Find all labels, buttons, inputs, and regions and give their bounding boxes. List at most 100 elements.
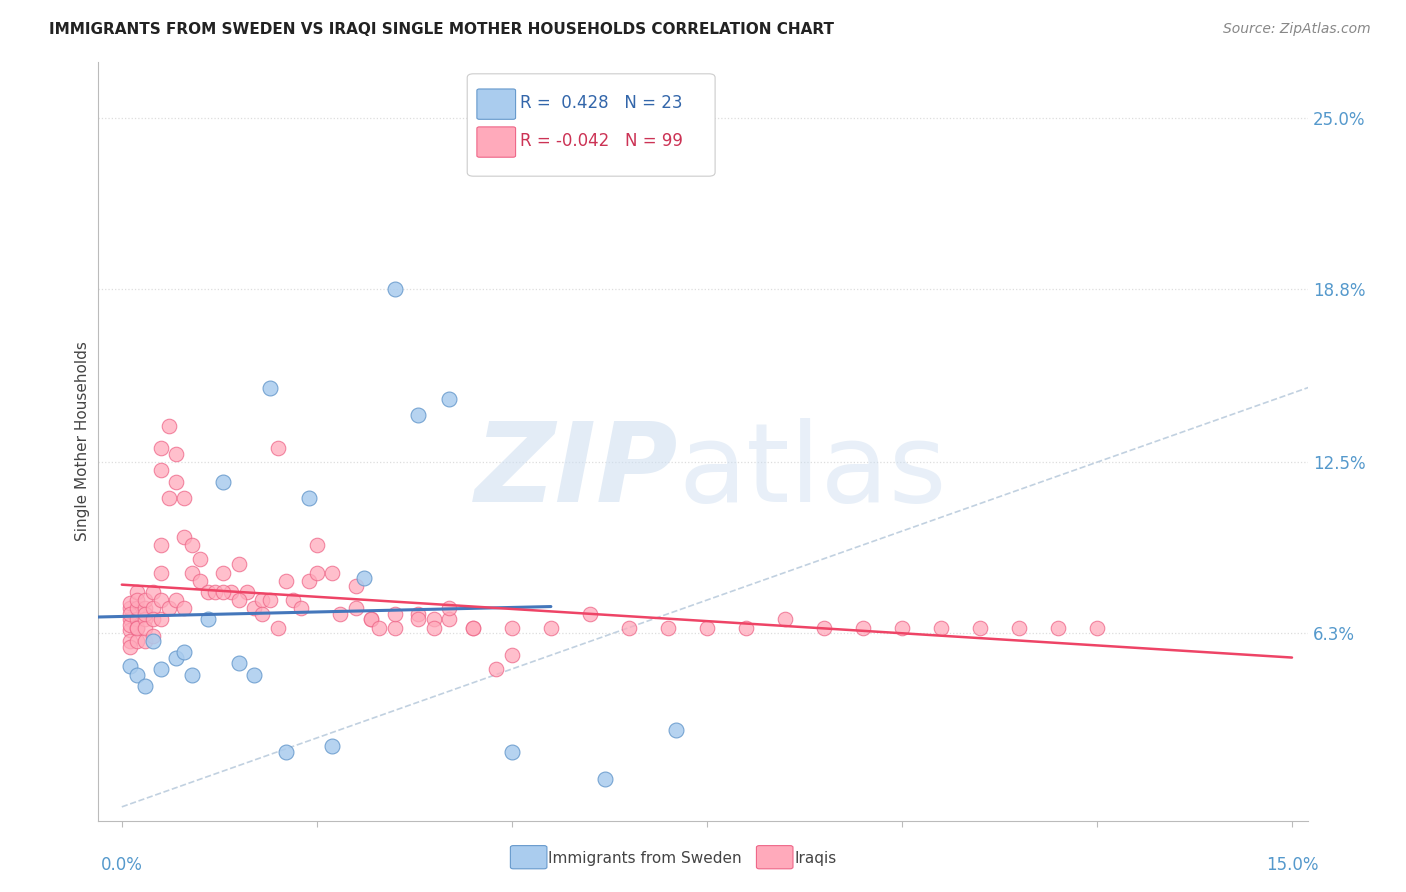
Point	[501, 621, 523, 635]
Text: IMMIGRANTS FROM SWEDEN VS IRAQI SINGLE MOTHER HOUSEHOLDS CORRELATION CHART: IMMIGRANTS FROM SWEDEN VS IRAQI SINGLE M…	[49, 22, 834, 37]
Point	[165, 475, 187, 489]
Point	[118, 596, 141, 610]
Point	[305, 538, 328, 552]
Point	[283, 593, 305, 607]
Point	[219, 584, 242, 599]
Point	[1085, 621, 1108, 635]
Point	[969, 621, 991, 635]
Point	[773, 612, 796, 626]
Point	[118, 612, 141, 626]
Point	[1008, 621, 1031, 635]
Point	[134, 593, 156, 607]
Point	[157, 601, 180, 615]
Point	[423, 621, 446, 635]
Point	[243, 667, 266, 681]
Point	[118, 607, 141, 621]
Point	[134, 607, 156, 621]
Text: R =  0.428   N = 23: R = 0.428 N = 23	[520, 94, 683, 112]
Text: R = -0.042   N = 99: R = -0.042 N = 99	[520, 131, 683, 150]
Point	[228, 558, 250, 572]
Point	[243, 601, 266, 615]
Point	[344, 601, 367, 615]
Point	[461, 621, 484, 635]
Point	[142, 601, 165, 615]
Point	[353, 571, 375, 585]
Point	[406, 612, 429, 626]
Point	[173, 491, 195, 505]
Point	[344, 579, 367, 593]
Text: ZIP: ZIP	[475, 418, 679, 525]
Point	[501, 648, 523, 663]
Point	[813, 621, 835, 635]
Point	[696, 621, 718, 635]
Point	[1046, 621, 1069, 635]
Point	[142, 612, 165, 626]
Point	[149, 662, 172, 676]
Point	[321, 566, 343, 580]
Point	[149, 538, 172, 552]
Point	[929, 621, 952, 635]
Point	[439, 392, 461, 406]
Point	[165, 447, 187, 461]
Point	[617, 621, 640, 635]
Point	[298, 574, 321, 588]
Point	[127, 667, 149, 681]
Point	[149, 566, 172, 580]
Point	[157, 491, 180, 505]
Point	[127, 612, 149, 626]
Point	[118, 618, 141, 632]
Point	[665, 723, 688, 737]
Point	[298, 491, 321, 505]
Point	[274, 574, 297, 588]
Text: 0.0%: 0.0%	[101, 856, 143, 874]
Point	[212, 584, 235, 599]
Point	[173, 645, 195, 659]
Point	[368, 621, 391, 635]
Point	[595, 772, 617, 787]
FancyBboxPatch shape	[467, 74, 716, 177]
Point	[127, 593, 149, 607]
Point	[165, 593, 187, 607]
Point	[579, 607, 602, 621]
Point	[173, 601, 195, 615]
Point	[423, 612, 446, 626]
Point	[127, 634, 149, 648]
Point	[735, 621, 758, 635]
Point	[197, 584, 219, 599]
Point	[118, 634, 141, 648]
Point	[228, 657, 250, 671]
Text: 15.0%: 15.0%	[1265, 856, 1319, 874]
Point	[142, 584, 165, 599]
Point	[259, 381, 281, 395]
Point	[165, 651, 187, 665]
Point	[461, 621, 484, 635]
Point	[149, 463, 172, 477]
Point	[267, 442, 290, 456]
Point	[127, 601, 149, 615]
Point	[188, 551, 211, 566]
Point	[149, 593, 172, 607]
Point	[290, 601, 312, 615]
Point	[384, 281, 406, 295]
Point	[252, 593, 274, 607]
Point	[890, 621, 912, 635]
Point	[127, 621, 149, 635]
Point	[329, 607, 352, 621]
FancyBboxPatch shape	[477, 89, 516, 120]
Point	[188, 574, 211, 588]
Point	[118, 624, 141, 638]
Point	[142, 634, 165, 648]
Text: Source: ZipAtlas.com: Source: ZipAtlas.com	[1223, 22, 1371, 37]
Point	[384, 621, 406, 635]
Point	[134, 621, 156, 635]
Text: Immigrants from Sweden: Immigrants from Sweden	[548, 851, 742, 865]
Point	[204, 584, 226, 599]
Point	[228, 593, 250, 607]
Point	[134, 601, 156, 615]
Point	[212, 566, 235, 580]
Point	[142, 629, 165, 643]
Point	[127, 621, 149, 635]
Point	[181, 667, 204, 681]
Point	[852, 621, 875, 635]
Point	[267, 621, 290, 635]
